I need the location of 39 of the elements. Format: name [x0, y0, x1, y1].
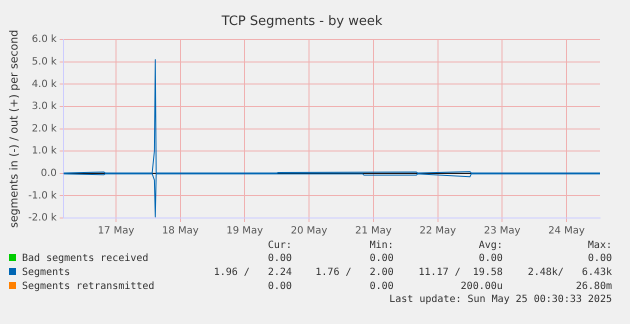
text: 0.00 [266, 252, 292, 266]
x-tick-label: 23 May [484, 226, 520, 237]
x-tick-label: 18 May [162, 226, 199, 237]
x-tick-label: 21 May [355, 226, 392, 237]
text: 1.76 / 2.00 [314, 266, 394, 280]
text: Last update: Sun May 25 00:30:33 2025 [388, 294, 612, 306]
text: 2.48k/ 6.43k [526, 266, 612, 280]
text: Avg: [478, 240, 503, 252]
text: 0.00 [266, 280, 292, 294]
x-tick-label: 20 May [290, 226, 328, 237]
y-tick-label: 0.0 [40, 168, 57, 179]
x-tick-label: 24 May [548, 226, 585, 237]
legend-label: Segments retransmitted [21, 280, 156, 294]
y-tick-label: 5.0 k [32, 56, 57, 68]
chart-title: TCP Segments - by week [220, 14, 383, 30]
x-tick-label: 17 May [98, 226, 134, 237]
text: 11.17 / 19.58 [418, 266, 503, 280]
y-tick-label: -1.0 k [28, 190, 57, 202]
x-tick-label: 19 May [226, 226, 264, 237]
text: 1.96 / 2.24 [212, 266, 292, 280]
y-tick-label: 2.0 k [32, 123, 57, 134]
text: 0.00 [586, 252, 612, 266]
text: 200.00u [460, 280, 503, 294]
y-tick-label: 6.0 k [32, 34, 57, 46]
text: 0.00 [368, 252, 394, 266]
legend-label: Segments [21, 266, 72, 280]
y-tick-label: 1.0 k [32, 146, 57, 157]
y-tick-label: 3.0 k [32, 101, 57, 112]
x-tick-label: 22 May [419, 226, 456, 237]
text: Cur: [266, 240, 292, 252]
text: Min: [368, 240, 394, 252]
y-axis-title: segments in (-) / out (+) per second [7, 30, 20, 228]
text: 0.00 [478, 252, 503, 266]
legend-label: Bad segments received [21, 252, 150, 266]
text: 26.80m [574, 280, 612, 294]
y-tick-label: -2.0 k [28, 212, 57, 224]
text: 0.00 [368, 280, 394, 294]
y-tick-label: 4.0 k [32, 78, 57, 90]
text: Max: [586, 240, 612, 252]
